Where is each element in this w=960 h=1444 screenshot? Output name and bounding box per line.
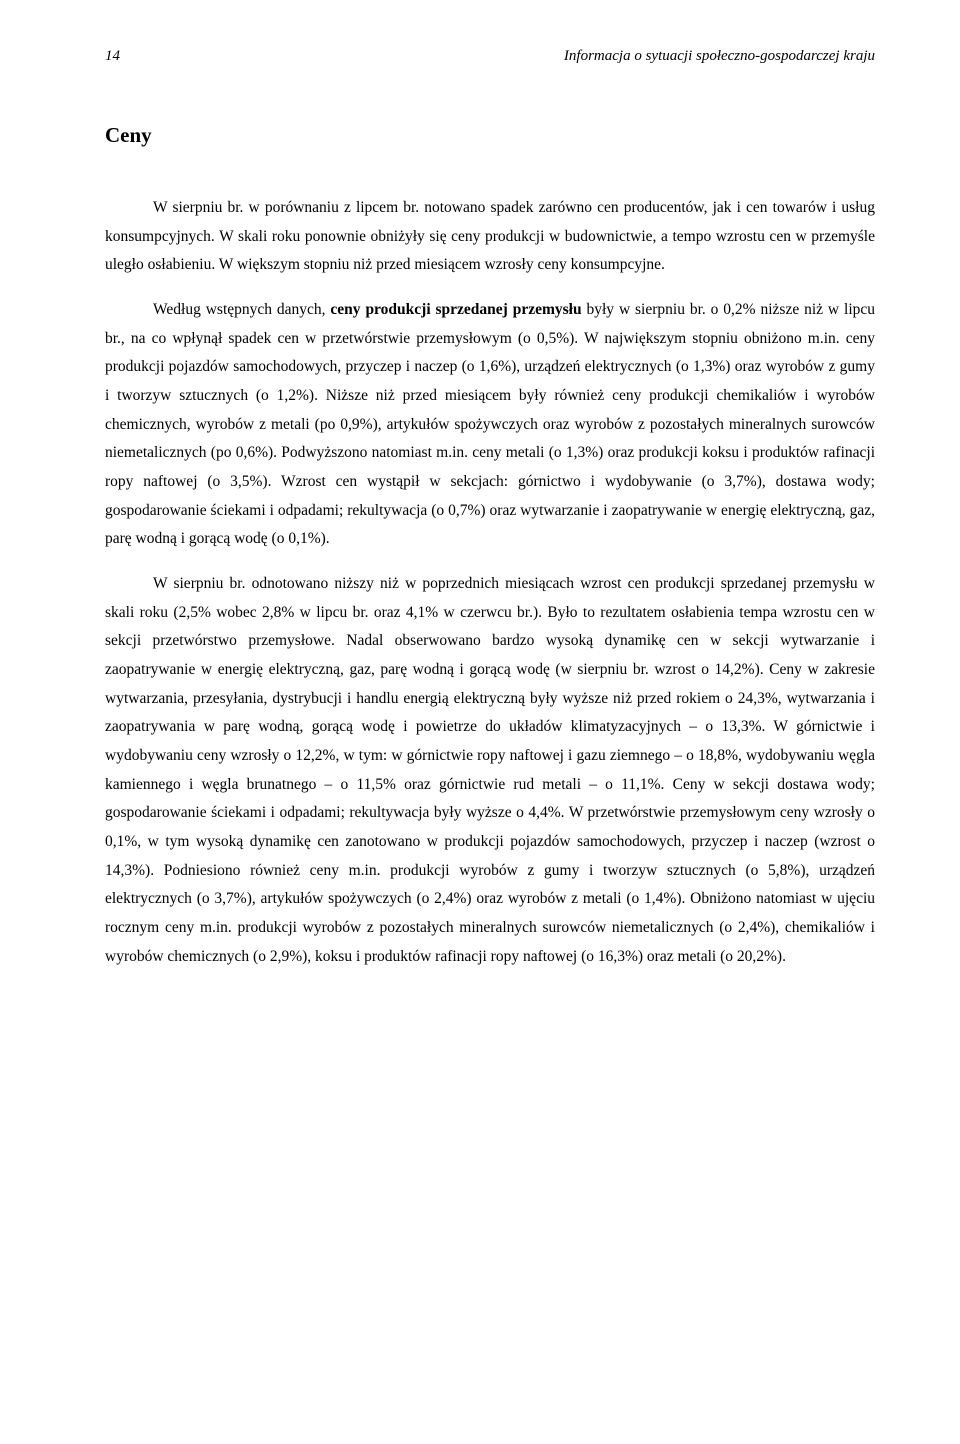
section-title: Ceny (105, 123, 875, 148)
paragraph-text-after-bold: były w sierpniu br. o 0,2% niższe niż w … (105, 301, 875, 547)
paragraph-text-before-bold: Według wstępnych danych, (153, 301, 330, 318)
paragraph-intro: W sierpniu br. w porównaniu z lipcem br.… (105, 194, 875, 280)
paragraph-main: Według wstępnych danych, ceny produkcji … (105, 296, 875, 554)
header-title: Informacja o sytuacji społeczno-gospodar… (564, 48, 875, 65)
bold-term: ceny produkcji sprzedanej przemysłu (330, 301, 581, 318)
page-header: 14 Informacja o sytuacji społeczno-gospo… (105, 48, 875, 65)
page-number: 14 (105, 48, 120, 65)
paragraph-details: W sierpniu br. odnotowano niższy niż w p… (105, 570, 875, 971)
